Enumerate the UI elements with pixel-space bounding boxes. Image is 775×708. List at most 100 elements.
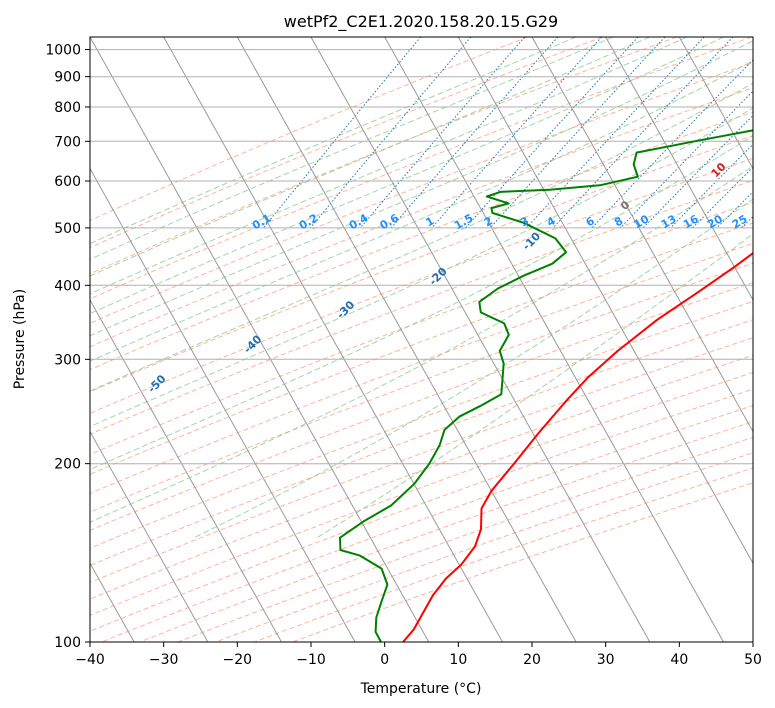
dry-adiabat-line [90,201,753,456]
isotherm-line [90,430,209,642]
dry-adiabat-line [101,405,753,642]
pressure-gridlines [90,49,753,642]
dry-adiabat-line [177,436,753,642]
x-tick-label: 40 [670,652,688,668]
mixing-ratio-line [591,59,753,229]
dry-adiabat-line [90,388,753,632]
x-tick-label: 30 [597,652,615,668]
chart-title: wetPf2_C2E1.2020.158.20.15.G29 [284,12,558,32]
dry-adiabat-line [215,452,753,642]
y-tick-label: 600 [54,174,81,190]
isotherm-line [90,167,356,642]
x-tick-label: 0 [380,652,389,668]
mixing-ratio-line [263,37,421,229]
mixing-ratio-label: 0.2 [297,211,320,232]
dry-adiabat-line [90,134,753,393]
dry-adiabat-line [90,111,753,371]
dry-adiabat-line [90,319,753,567]
dry-adiabat-line [90,354,753,600]
mixing-ratio-label: 3 [518,214,531,229]
dry-adiabat-line [90,37,752,300]
isotherm-label: -50 [145,372,168,395]
mixing-ratio-label: 16 [681,212,701,231]
mixing-ratio-label: 6 [584,214,597,229]
x-axis-label: Temperature (°C) [360,681,482,697]
y-axis-label: Pressure (hPa) [12,289,28,389]
x-tick-label: −30 [149,652,179,668]
mixing-ratio-line [431,37,602,229]
dry-adiabat-line [90,371,753,616]
isotherm-line [310,37,651,642]
dry-adiabat-line [90,222,753,475]
moist-adiabat-line [193,198,753,539]
isotherm-label: -30 [334,298,357,321]
isotherm-line [752,37,753,39]
mixing-ratio-line [390,37,559,229]
mixing-ratio-line [642,114,753,229]
dry-adiabat-line [90,157,753,414]
mixing-ratio-line [552,37,734,229]
dry-adiabat-line [90,37,528,222]
dry-adiabat-line [90,262,753,513]
isotherm-line [605,37,753,302]
dry-adiabat-line [90,300,753,549]
moist-adiabat-line [90,37,650,277]
x-tick-label: 20 [523,652,541,668]
x-tick-label: 50 [744,652,762,668]
mixing-ratio-label: 20 [705,212,725,231]
mixing-ratio-label: 1.5 [452,211,475,232]
isotherm-label: -20 [427,265,450,288]
x-tick-label: −10 [296,652,326,668]
mixing-ratio-label: 30 [750,212,770,231]
dry-adiabat-line [90,37,678,275]
isotherm-label: -60 [50,411,73,434]
y-tick-label: 500 [54,221,81,237]
x-axis-ticks: −40 −30 −20 −10 0 10 20 30 40 50 [75,642,762,668]
isotherm-line [678,37,753,170]
x-tick-label: 10 [449,652,467,668]
mixing-ratio-label: 25 [730,212,750,231]
isotherm-line [90,299,282,642]
mixing-ratio-label: 2 [482,214,495,229]
y-axis-ticks: 100 200 300 400 500 600 700 800 900 1000 [45,43,90,651]
isotherm-label: 0 [618,198,633,213]
x-tick-label: −20 [223,652,253,668]
mixing-ratio-line [489,37,666,229]
y-tick-label: 100 [54,635,81,651]
mixing-ratio-lines [263,37,775,229]
dry-adiabat-line [90,282,753,531]
mixing-ratio-line [309,37,472,229]
mixing-ratio-label: 10 [631,212,651,231]
dry-adiabat-line [139,421,753,642]
plot-frame [89,36,754,643]
isotherm-line [163,37,503,642]
dry-adiabat-line [90,87,753,348]
y-tick-label: 300 [54,352,81,368]
temperature-profile [402,251,753,642]
sounding-profiles [339,129,753,642]
plot-area: 0.10.20.40.611.52346810131620253036-100-… [50,37,775,642]
isotherms [90,37,753,642]
dewpoint-profile [339,129,753,642]
dry-adiabat-line [90,179,753,435]
y-tick-label: 400 [54,278,81,294]
dry-adiabats [90,37,753,642]
moist-adiabat-line [90,37,577,245]
x-tick-label: −40 [75,652,105,668]
mixing-ratio-line [762,37,775,228]
mixing-ratio-label: 0.4 [347,211,371,232]
isotherm-line [90,37,430,642]
dry-adiabat-line [90,62,753,324]
moist-adiabat-line [90,37,614,260]
mixing-ratio-label: 0.1 [250,211,273,232]
isotherm-line [457,37,753,565]
mixing-ratio-label: 1 [423,214,436,229]
mixing-ratio-label: 8 [612,214,625,229]
dry-adiabat-line [90,242,753,494]
y-tick-label: 200 [54,457,81,473]
mixing-ratio-line [620,90,753,229]
dry-adiabat-line [254,467,753,642]
dry-adiabat-line [90,337,753,584]
mixing-ratio-line [670,143,753,229]
